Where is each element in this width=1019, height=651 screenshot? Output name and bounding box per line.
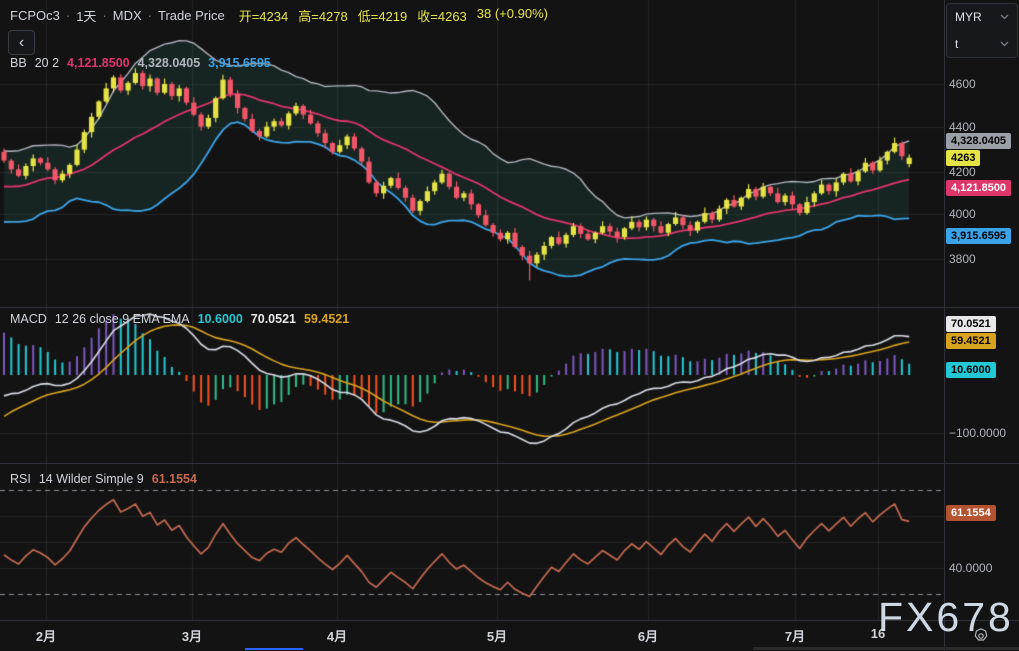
pane-divider[interactable] <box>0 463 1019 464</box>
macd-hist-value: 10.6000 <box>197 312 243 326</box>
axis-badge: 4,121.8500 <box>946 180 1012 196</box>
rsi-params: 14 Wilder Simple 9 <box>38 472 144 486</box>
separator: · <box>147 8 152 23</box>
pane-divider[interactable] <box>0 307 1019 308</box>
macd-params: 12 26 close 9 EMA EMA <box>54 312 190 326</box>
time-axis-label: 2月 <box>35 629 57 644</box>
time-axis-label: 16 <box>870 626 886 641</box>
axis-tick: 40.0000 <box>949 561 993 575</box>
bb-params: 20 2 <box>34 56 60 70</box>
back-button[interactable]: ‹ <box>8 30 35 55</box>
macd-legend[interactable]: MACD 12 26 close 9 EMA EMA 10.6000 70.05… <box>10 312 349 326</box>
axis-badge: 3,915.6595 <box>946 228 1012 244</box>
price-axis[interactable]: 4600 4400 4200 4000 3800 −100.0000 40.0000 4,32… <box>945 0 1019 620</box>
axis-badge: 4,328.0405 <box>946 133 1012 149</box>
change-value: 38 (+0.90%) <box>476 6 548 21</box>
time-axis-divider <box>0 620 1019 621</box>
series-type-label: Trade Price <box>158 8 225 23</box>
chevron-down-icon <box>1000 41 1009 47</box>
high-value: 高=4278 <box>298 9 348 24</box>
time-axis-label: 7月 <box>784 629 806 644</box>
axis-tick: −100.0000 <box>949 426 1007 440</box>
low-value: 低=4219 <box>357 9 408 24</box>
axis-badge: 70.0521 <box>946 316 996 332</box>
unit-value: t <box>955 36 959 51</box>
chevron-down-icon <box>1000 14 1009 20</box>
time-axis-label: 3月 <box>181 629 203 644</box>
rsi-legend[interactable]: RSI 14 Wilder Simple 9 61.1554 <box>10 472 197 486</box>
time-axis[interactable]: 2月 3月 4月 5月 6月 7月 16 <box>0 620 1019 651</box>
axis-tick: 3800 <box>949 252 976 266</box>
currency-dropdown[interactable]: MYR <box>947 4 1017 31</box>
rsi-title: RSI <box>10 472 31 486</box>
axis-tick: 4600 <box>949 77 976 91</box>
gear-icon <box>974 628 988 641</box>
bb-basis-value: 4,121.8500 <box>67 56 130 70</box>
bb-title: BB <box>10 56 27 70</box>
currency-value: MYR <box>955 10 982 25</box>
axis-tick: 4200 <box>949 165 976 179</box>
bb-legend[interactable]: BB 20 2 4,121.8500 4,328.0405 3,915.6595 <box>10 56 271 70</box>
macd-line-value: 70.0521 <box>250 312 296 326</box>
axis-tick: 4000 <box>949 207 976 221</box>
price-axis-divider <box>944 0 945 651</box>
macd-title: MACD <box>10 312 47 326</box>
scrollbar-thumb[interactable] <box>753 647 1019 650</box>
separator: · <box>65 8 71 23</box>
time-axis-label: 6月 <box>637 629 659 644</box>
back-chevron-icon: ‹ <box>18 33 25 51</box>
axis-badge: 10.6000 <box>946 362 996 378</box>
axis-badge: 61.1554 <box>946 505 996 521</box>
open-value: 开=4234 <box>238 9 289 24</box>
bb-upper-value: 4,328.0405 <box>137 56 201 70</box>
exchange-label: MDX <box>112 8 142 23</box>
currency-unit-panel: MYR t <box>946 3 1018 58</box>
time-axis-settings-button[interactable] <box>971 626 991 646</box>
price-chart-canvas[interactable] <box>0 0 944 620</box>
macd-signal-value: 59.4521 <box>303 312 350 326</box>
axis-tick: 4400 <box>949 120 976 134</box>
close-value: 收=4263 <box>417 9 467 24</box>
rsi-value: 61.1554 <box>151 472 197 486</box>
time-axis-label: 4月 <box>326 629 348 644</box>
bb-lower-value: 3,915.6595 <box>208 56 271 70</box>
ohlc-readout: 开=4234 高=4278 低=4219 收=4263 38 (+0.90%) <box>239 6 548 25</box>
scroll-indicator[interactable] <box>245 648 303 650</box>
time-axis-label: 5月 <box>486 629 508 644</box>
unit-dropdown[interactable]: t <box>947 31 1017 58</box>
axis-badge: 4263 <box>946 150 981 166</box>
symbol-header: FCPOc3 · 1天 · MDX · Trade Price 开=4234 高… <box>10 6 548 25</box>
symbol-name[interactable]: FCPOc3 <box>10 8 60 23</box>
axis-badge: 59.4521 <box>946 333 996 349</box>
interval-label[interactable]: 1天 <box>76 9 97 24</box>
separator: · <box>102 8 107 23</box>
